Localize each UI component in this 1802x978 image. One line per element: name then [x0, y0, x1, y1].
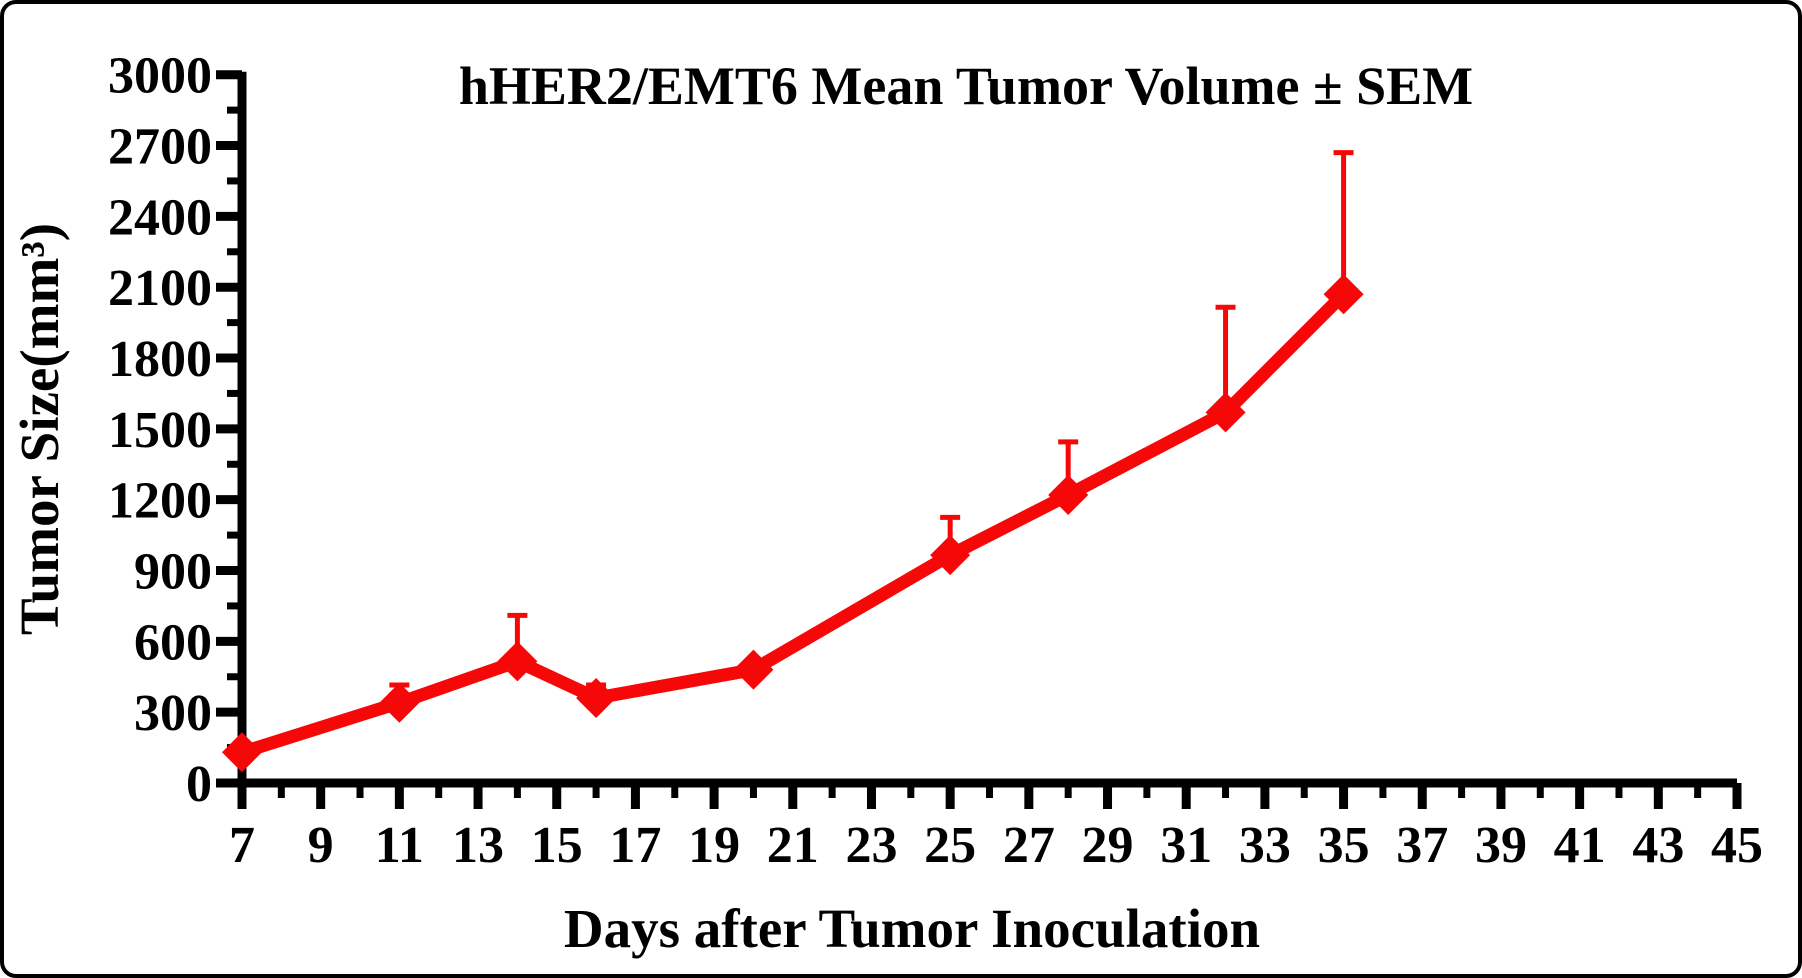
chart-title: hHER2/EMT6 Mean Tumor Volume ± SEM: [459, 56, 1473, 116]
x-tick-label: 29: [1082, 817, 1134, 874]
y-tick-label: 2100: [108, 260, 212, 317]
y-tick-label: 600: [134, 614, 212, 671]
x-tick-label: 45: [1711, 817, 1763, 874]
x-tick-label: 11: [375, 817, 424, 874]
x-tick-label: 19: [688, 817, 740, 874]
data-point-marker: [733, 649, 774, 690]
x-tick-label: 35: [1318, 817, 1370, 874]
data-point-marker: [1048, 474, 1089, 515]
data-point-marker: [222, 732, 262, 773]
y-tick-label: 0: [186, 756, 212, 813]
data-point-marker: [930, 535, 971, 576]
x-tick-label: 37: [1396, 817, 1448, 874]
chart-generated-layer: 0 300 600 900 1200 1500 1800 2100 2400 2700 3000 7 9…: [108, 48, 1763, 874]
y-tick-label: 300: [134, 685, 212, 742]
y-tick-label: 2400: [108, 189, 212, 246]
y-tick-label: 1200: [108, 473, 212, 530]
x-tick-label: 43: [1632, 817, 1684, 874]
x-tick-label: 39: [1475, 817, 1527, 874]
x-tick-label: 21: [767, 817, 819, 874]
y-tick-label: 2700: [108, 119, 212, 176]
x-tick-label: 33: [1239, 817, 1291, 874]
y-tick-label: 900: [134, 544, 212, 601]
x-tick-label: 27: [1003, 817, 1055, 874]
data-point-marker: [1205, 392, 1246, 433]
x-tick-label: 15: [531, 817, 583, 874]
x-axis-label: Days after Tumor Inoculation: [564, 898, 1260, 959]
data-point-marker: [1323, 274, 1364, 315]
x-tick-label: 23: [845, 817, 897, 874]
data-point-marker: [576, 678, 617, 719]
y-axis-label: Tumor Size(mm³): [9, 223, 70, 635]
x-tick-label: 31: [1160, 817, 1212, 874]
x-tick-label: 7: [229, 817, 255, 874]
y-tick-label: 1500: [108, 402, 212, 459]
x-tick-label: 13: [452, 817, 504, 874]
y-tick-label: 3000: [108, 48, 212, 105]
x-tick-label: 25: [924, 817, 976, 874]
data-point-marker: [379, 682, 420, 723]
x-tick-label: 17: [609, 817, 661, 874]
data-point-marker: [497, 641, 538, 682]
x-tick-label: 9: [308, 817, 334, 874]
x-tick-label: 41: [1554, 817, 1606, 874]
y-tick-label: 1800: [108, 331, 212, 388]
